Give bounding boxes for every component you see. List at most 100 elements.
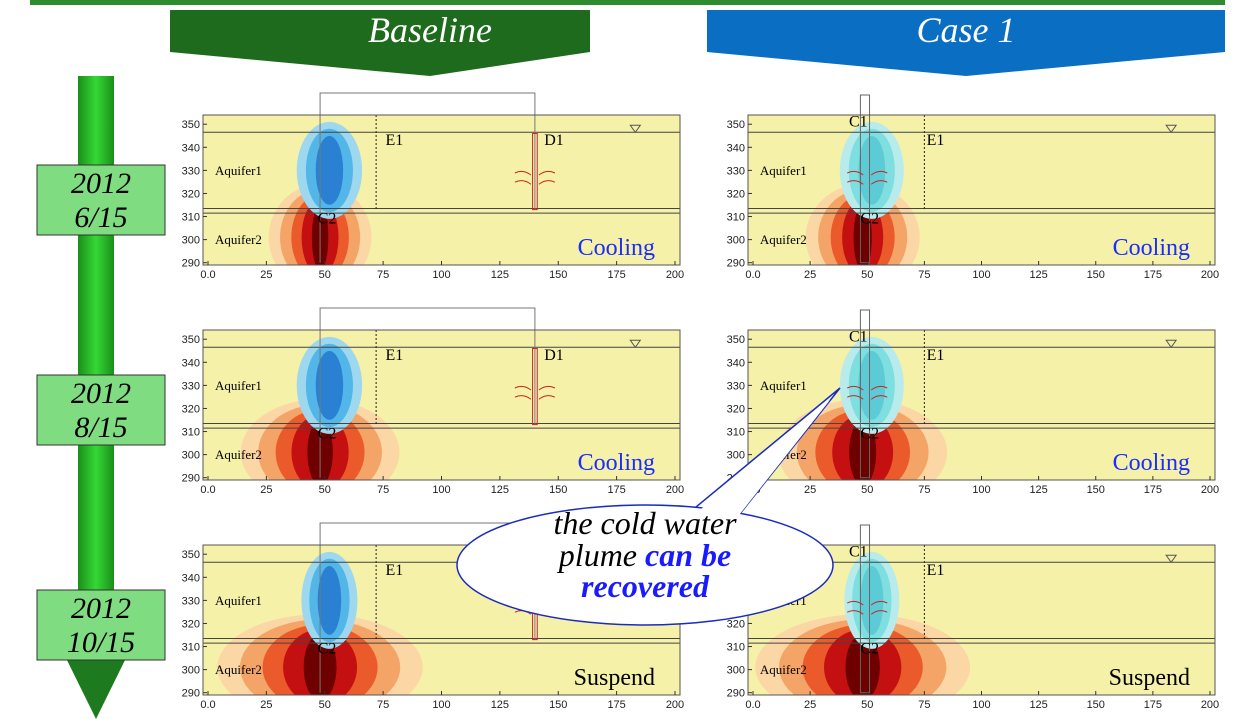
- x-tick-label: 175: [1144, 699, 1162, 711]
- y-tick-label tick: 310: [182, 212, 200, 224]
- well-label: C2: [318, 640, 337, 657]
- mode-label: Suspend: [1109, 665, 1190, 691]
- x-tick-label: 0.0: [745, 699, 760, 711]
- x-tick-label: 75: [377, 484, 389, 496]
- slide: Baseline Case 1 Aquifer1 Aquifer2 E1 D1 C2 Co…: [0, 0, 1233, 719]
- x-tick-label: 25: [260, 484, 272, 496]
- callout-line: the cold water: [553, 505, 737, 541]
- x-tick-label: 175: [1144, 269, 1162, 281]
- y-tick-label tick: 320: [727, 618, 745, 630]
- y-tick-label tick: 300: [182, 235, 200, 247]
- y-tick-label tick: 320: [727, 188, 745, 200]
- x-tick-label: 125: [491, 699, 509, 711]
- cold-plume: [318, 566, 342, 635]
- x-tick-label: 75: [377, 269, 389, 281]
- panel: Aquifer1Aquifer2C1E1C2Cooling35034033032…: [727, 95, 1220, 290]
- aquifer-label: Aquifer1: [215, 593, 262, 608]
- x-tick-label: 75: [918, 269, 930, 281]
- well-label: E1: [927, 562, 945, 579]
- x-tick-label: 50: [861, 269, 873, 281]
- x-tick-label: 25: [804, 699, 816, 711]
- x-tick-label: 200: [666, 269, 684, 281]
- y-tick-label tick: 300: [727, 665, 745, 677]
- mode-label: Cooling: [578, 235, 655, 261]
- well-label: E1: [385, 562, 403, 579]
- y-tick-label tick: 350: [182, 119, 200, 131]
- y-tick-label tick: 300: [727, 235, 745, 247]
- y-tick-label tick: 330: [727, 380, 745, 392]
- x-tick-label: 50: [319, 699, 331, 711]
- well-label: C1: [849, 329, 868, 346]
- y-tick-label tick: 340: [727, 142, 745, 154]
- aquifer-label: Aquifer2: [760, 662, 807, 677]
- aquifer-label: Aquifer1: [760, 163, 807, 178]
- y-tick-label tick: 290: [182, 688, 200, 700]
- x-tick-label: 25: [260, 269, 272, 281]
- case1-title: Case 1: [917, 10, 1016, 50]
- x-tick-label: 125: [1029, 484, 1047, 496]
- well-label: C2: [860, 425, 879, 442]
- y-tick-label tick: 330: [727, 165, 745, 177]
- well-label: C1: [849, 544, 868, 561]
- callout-emphasis: recovered: [581, 568, 710, 604]
- x-tick-label: 125: [491, 484, 509, 496]
- x-tick-label: 200: [1201, 699, 1219, 711]
- date-year: 2012: [71, 377, 131, 410]
- x-tick-label: 0.0: [200, 699, 215, 711]
- x-tick-label: 175: [607, 269, 625, 281]
- y-tick-label tick: 340: [182, 142, 200, 154]
- x-tick-label: 125: [1029, 699, 1047, 711]
- x-tick-label: 175: [607, 484, 625, 496]
- y-tick-label tick: 290: [182, 258, 200, 270]
- top-rule: [30, 0, 1225, 5]
- mode-label: Suspend: [574, 665, 655, 691]
- y-tick-label tick: 330: [182, 165, 200, 177]
- y-tick-label tick: 300: [727, 450, 745, 462]
- y-tick-label tick: 350: [727, 119, 745, 131]
- well-label: E1: [385, 132, 403, 149]
- x-tick-label: 25: [804, 269, 816, 281]
- x-tick-label: 100: [432, 269, 450, 281]
- well-label: C2: [860, 640, 879, 657]
- x-tick-label: 75: [918, 484, 930, 496]
- x-tick-label: 125: [491, 269, 509, 281]
- y-tick-label tick: 320: [727, 403, 745, 415]
- x-tick-label: 200: [666, 699, 684, 711]
- well-label: C2: [860, 210, 879, 227]
- date-day: 6/15: [74, 201, 127, 234]
- well-label: D1: [544, 132, 564, 149]
- y-tick-label tick: 290: [727, 258, 745, 270]
- mode-label: Cooling: [1113, 450, 1190, 476]
- well-label: C1: [849, 114, 868, 131]
- y-tick-label tick: 350: [727, 334, 745, 346]
- x-tick-label: 150: [549, 699, 567, 711]
- x-tick-label: 100: [972, 484, 990, 496]
- y-tick-label tick: 300: [182, 665, 200, 677]
- x-tick-label: 175: [607, 699, 625, 711]
- timeline-shaft: [78, 76, 114, 651]
- y-tick-label tick: 320: [182, 188, 200, 200]
- x-tick-label: 25: [804, 484, 816, 496]
- x-tick-label: 50: [319, 269, 331, 281]
- aquifer-label: Aquifer2: [215, 447, 262, 462]
- aquifer-label: Aquifer2: [760, 232, 807, 247]
- x-tick-label: 100: [972, 269, 990, 281]
- x-tick-label: 150: [549, 484, 567, 496]
- date-year: 2012: [71, 592, 131, 625]
- x-tick-label: 100: [432, 484, 450, 496]
- x-tick-label: 150: [1087, 699, 1105, 711]
- date-year: 2012: [71, 167, 131, 200]
- y-tick-label tick: 340: [182, 572, 200, 584]
- date-day: 10/15: [67, 626, 135, 659]
- y-tick-label tick: 350: [182, 549, 200, 561]
- well-label: E1: [927, 347, 945, 364]
- y-tick-label tick: 310: [182, 642, 200, 654]
- x-tick-label: 0.0: [745, 269, 760, 281]
- baseline-title: Baseline: [368, 10, 492, 50]
- panels: Aquifer1 Aquifer2 E1 D1 C2 Cooling 350 340 330 32…: [182, 93, 1220, 719]
- y-tick-label tick: 320: [182, 618, 200, 630]
- y-tick-label tick: 320: [182, 403, 200, 415]
- x-tick-label: 0.0: [200, 269, 215, 281]
- mode-label: Cooling: [578, 450, 655, 476]
